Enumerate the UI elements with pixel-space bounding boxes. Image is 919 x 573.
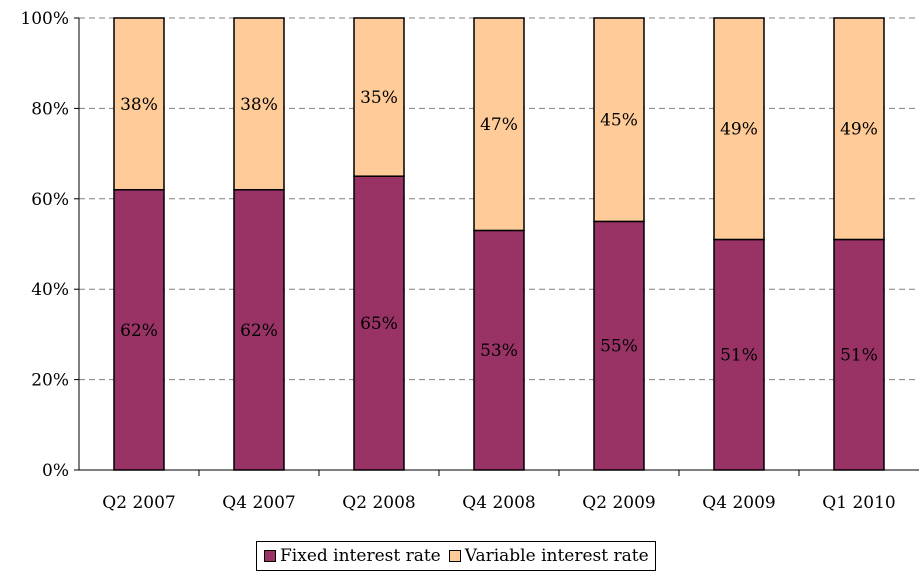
data-label: 35% [360, 88, 398, 108]
data-label: 55% [600, 337, 638, 357]
data-label: 49% [840, 120, 878, 140]
legend-item-variable: Variable interest rate [448, 546, 649, 566]
data-label: 38% [120, 95, 158, 115]
y-tick-label: 20% [31, 371, 69, 391]
y-tick-labels: 0% 20% 40% 60% 80% 100% [20, 9, 69, 481]
bar-variable [473, 17, 525, 232]
bar-variable [113, 17, 165, 191]
data-label: 65% [360, 314, 398, 334]
x-tick-label: Q2 2009 [582, 493, 655, 513]
data-label: 51% [720, 346, 758, 366]
x-tick-label: Q4 2009 [702, 493, 775, 513]
legend-label-variable: Variable interest rate [464, 546, 649, 566]
bar-fixed [353, 175, 405, 471]
bar-variable [233, 17, 285, 191]
bars [113, 17, 885, 471]
bar-fixed [233, 189, 285, 471]
y-tick-label: 0% [42, 461, 69, 481]
y-tick-label: 80% [31, 99, 69, 119]
legend-swatch-variable [448, 550, 461, 562]
data-label: 45% [600, 111, 638, 131]
y-tick-label: 60% [31, 190, 69, 210]
legend-item-fixed: Fixed interest rate [264, 546, 441, 566]
data-label: 53% [480, 341, 518, 361]
data-label: 49% [720, 120, 758, 140]
y-tick-label: 40% [31, 280, 69, 300]
legend-label-fixed: Fixed interest rate [280, 546, 441, 566]
bar-variable [353, 17, 405, 177]
data-label: 51% [840, 346, 878, 366]
data-label: 62% [240, 321, 278, 341]
bar-variable [833, 17, 885, 241]
legend: Fixed interest rate Variable interest ra… [256, 541, 656, 571]
data-label: 38% [240, 95, 278, 115]
x-tick-label: Q1 2010 [822, 493, 895, 513]
bar-fixed [473, 229, 525, 471]
x-tick-labels: Q2 2007 Q4 2007 Q2 2008 Q4 2008 Q2 2009 Q4 20… [102, 493, 895, 513]
data-label: 62% [120, 321, 158, 341]
stacked-bar-chart: 62% 38% 62% 38% 65% 35% 53% 47% 55% 45% 51% 49% 51% 4… [20, 9, 919, 513]
legend-swatch-fixed [264, 550, 276, 562]
bar-fixed [713, 238, 765, 471]
x-tick-label: Q4 2007 [222, 493, 295, 513]
x-tick-label: Q2 2007 [102, 493, 175, 513]
bar-variable [713, 17, 765, 241]
data-label: 47% [480, 115, 518, 135]
bar-fixed [833, 238, 885, 471]
x-tick-label: Q4 2008 [462, 493, 535, 513]
data-labels: 62% 38% 62% 38% 65% 35% 53% 47% 55% 45% 51% 49% 51% 4… [120, 88, 878, 366]
y-tick-label: 100% [20, 9, 69, 29]
bar-variable [593, 17, 645, 223]
x-tick-label: Q2 2008 [342, 493, 415, 513]
